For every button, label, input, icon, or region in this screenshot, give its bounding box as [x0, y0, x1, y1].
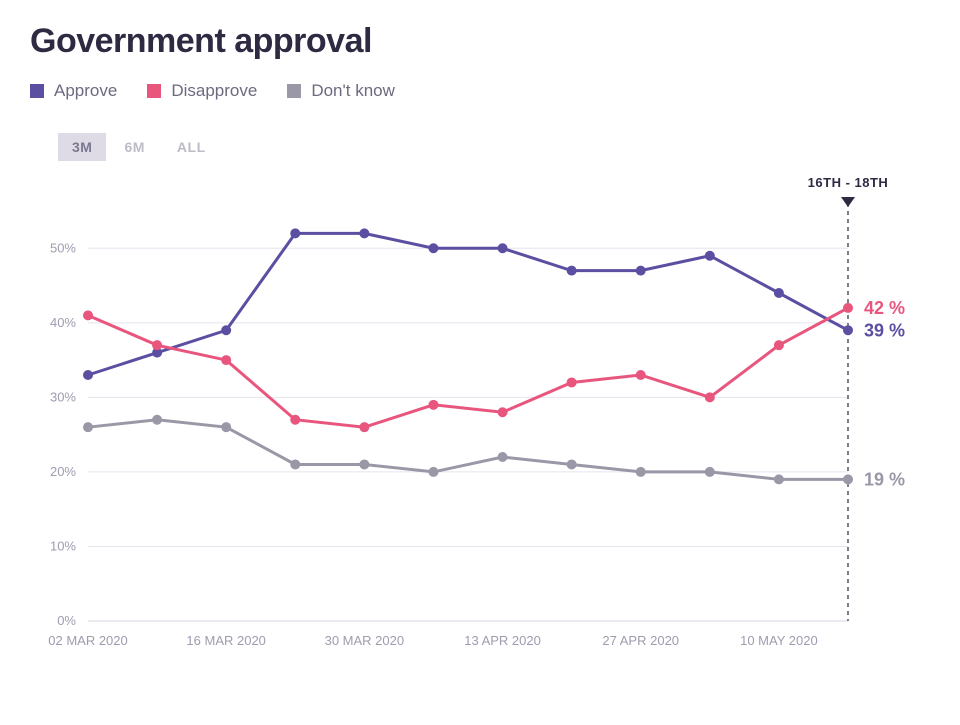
legend-label: Don't know: [311, 81, 395, 101]
series-marker: [705, 251, 715, 261]
series-marker: [843, 325, 853, 335]
range-tabs: 3M 6M ALL: [58, 133, 930, 161]
legend-swatch: [287, 84, 301, 98]
series-marker: [359, 228, 369, 238]
series-marker: [774, 340, 784, 350]
x-tick-label: 27 APR 2020: [602, 633, 679, 648]
series-marker: [567, 459, 577, 469]
series-marker: [705, 392, 715, 402]
series-marker: [83, 370, 93, 380]
series-marker: [152, 340, 162, 350]
x-tick-label: 10 MAY 2020: [740, 633, 818, 648]
series-line-disapprove: [88, 308, 848, 427]
series-marker: [290, 459, 300, 469]
series-marker: [221, 325, 231, 335]
series-marker: [636, 266, 646, 276]
series-marker: [843, 474, 853, 484]
annotation-label: 16TH - 18TH: [808, 175, 889, 190]
y-tick-label: 40%: [50, 315, 76, 330]
range-tab-6m[interactable]: 6M: [110, 133, 158, 161]
y-tick-label: 10%: [50, 538, 76, 553]
legend-item-disapprove: Disapprove: [147, 81, 257, 101]
series-marker: [290, 415, 300, 425]
series-end-label: 42 %: [864, 298, 905, 318]
series-marker: [221, 355, 231, 365]
chart: 0% 10% 20% 30% 40% 50% 02 MAR 2020 16 MAR 2020 3…: [30, 171, 930, 671]
series-marker: [152, 415, 162, 425]
series-marker: [636, 467, 646, 477]
legend-swatch: [30, 84, 44, 98]
series-marker: [428, 467, 438, 477]
series-marker: [83, 310, 93, 320]
legend-item-approve: Approve: [30, 81, 117, 101]
legend-label: Approve: [54, 81, 117, 101]
series-marker: [705, 467, 715, 477]
series-marker: [221, 422, 231, 432]
series-marker: [567, 377, 577, 387]
series-marker: [498, 452, 508, 462]
y-tick-label: 30%: [50, 389, 76, 404]
series-marker: [83, 422, 93, 432]
legend-label: Disapprove: [171, 81, 257, 101]
series-marker: [567, 266, 577, 276]
series-marker: [498, 243, 508, 253]
x-tick-label: 13 APR 2020: [464, 633, 541, 648]
series-marker: [290, 228, 300, 238]
series-marker: [428, 400, 438, 410]
series-marker: [843, 303, 853, 313]
series-marker: [774, 474, 784, 484]
series-marker: [774, 288, 784, 298]
y-tick-label: 0%: [57, 613, 76, 628]
series-line-dontknow: [88, 420, 848, 480]
series-end-label: 19 %: [864, 469, 905, 489]
range-tab-all[interactable]: ALL: [163, 133, 220, 161]
range-tab-3m[interactable]: 3M: [58, 133, 106, 161]
y-tick-label: 50%: [50, 240, 76, 255]
legend-item-dontknow: Don't know: [287, 81, 395, 101]
chart-title: Government approval: [30, 22, 930, 61]
series-marker: [359, 422, 369, 432]
y-tick-label: 20%: [50, 464, 76, 479]
series-end-label: 39 %: [864, 320, 905, 340]
series-marker: [636, 370, 646, 380]
legend-swatch: [147, 84, 161, 98]
x-tick-label: 30 MAR 2020: [325, 633, 405, 648]
series-marker: [428, 243, 438, 253]
x-tick-label: 02 MAR 2020: [48, 633, 128, 648]
x-tick-label: 16 MAR 2020: [186, 633, 266, 648]
series-marker: [359, 459, 369, 469]
annotation-triangle-icon: [841, 197, 855, 207]
legend: Approve Disapprove Don't know: [30, 81, 930, 101]
series-marker: [498, 407, 508, 417]
